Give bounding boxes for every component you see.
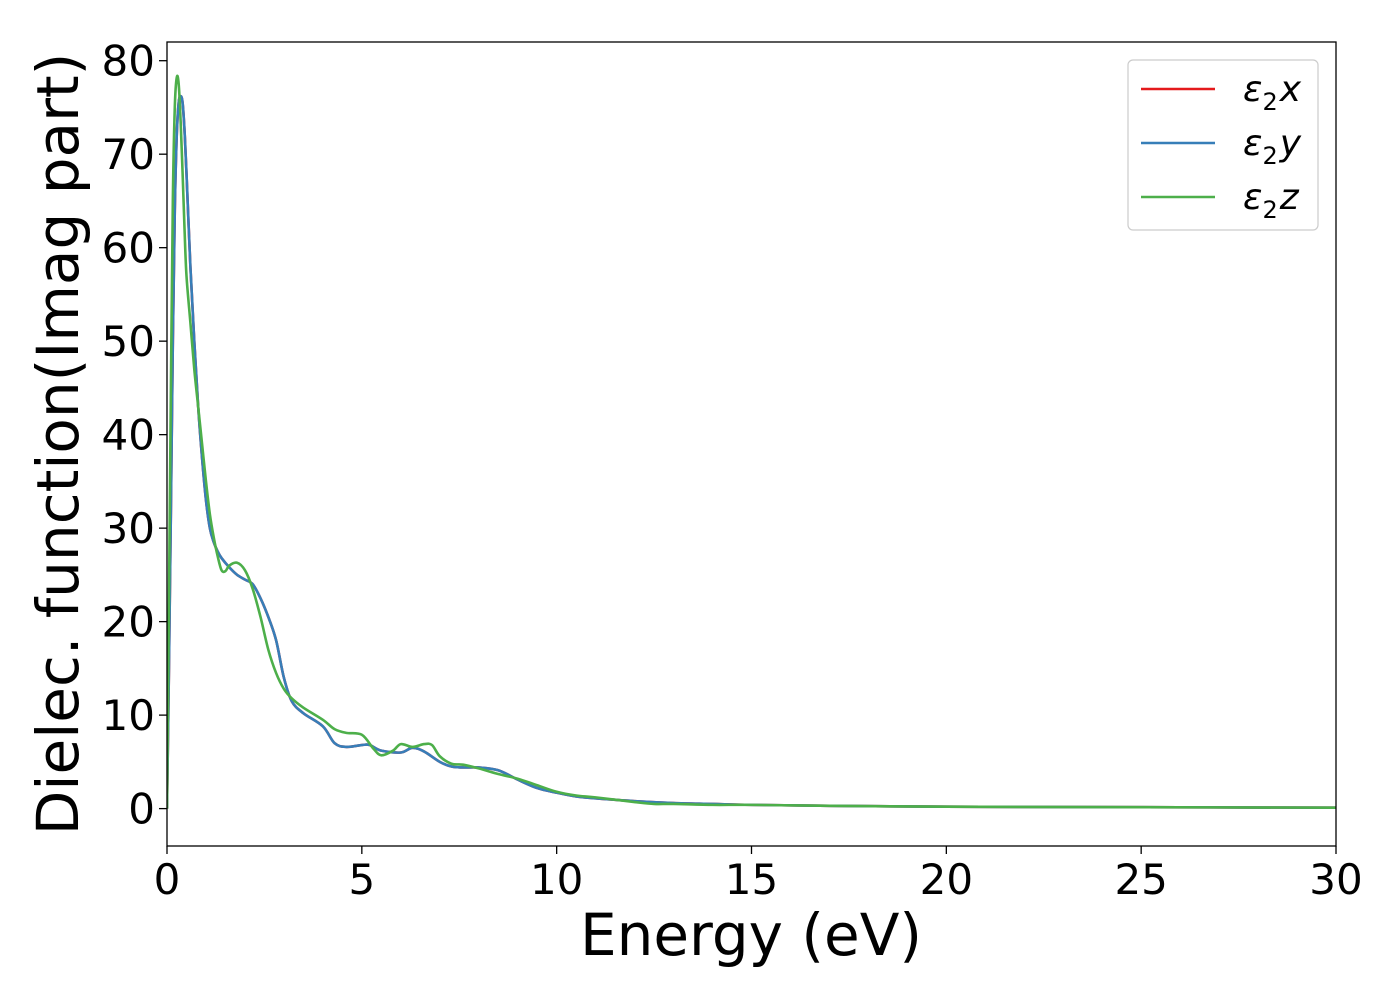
x-tick-label: 0	[154, 855, 181, 904]
legend-label-x: ε2x	[1243, 69, 1302, 116]
y-tick-label: 60	[102, 224, 155, 273]
y-axis-title: Dielec. function(Imag part)	[24, 53, 92, 836]
x-tick-label: 30	[1309, 855, 1362, 904]
y-tick-label: 50	[102, 317, 155, 366]
ticks-layer: 0 5 10 15 20 25 30 0 10 20 30 40 50 60 70 80	[102, 37, 1363, 904]
legend-box	[1127, 59, 1319, 231]
y-tick-label: 80	[102, 37, 155, 86]
x-tick-label: 15	[725, 855, 778, 904]
series-lines	[167, 74, 1336, 809]
y-tick-label: 70	[102, 130, 155, 179]
x-tick-label: 20	[920, 855, 973, 904]
x-tick-label: 5	[348, 855, 375, 904]
legend-label-y: ε2y	[1243, 123, 1302, 170]
series-layer	[167, 74, 1336, 809]
x-axis-title: Energy (eV)	[580, 901, 922, 969]
y-tick-label: 20	[102, 598, 155, 647]
x-tick-label: 25	[1114, 855, 1167, 904]
x-tick-label: 10	[530, 855, 583, 904]
y-tick-label: 40	[102, 411, 155, 460]
legend-items: ε2x ε2y ε2z	[1141, 69, 1302, 224]
legend-label-z: ε2z	[1243, 177, 1300, 224]
y-tick-label: 30	[102, 504, 155, 553]
y-tick-label: 10	[102, 691, 155, 740]
legend: ε2x ε2y ε2z	[1127, 59, 1319, 231]
series-line-z	[167, 74, 1336, 809]
y-tick-label: 0	[128, 785, 155, 834]
